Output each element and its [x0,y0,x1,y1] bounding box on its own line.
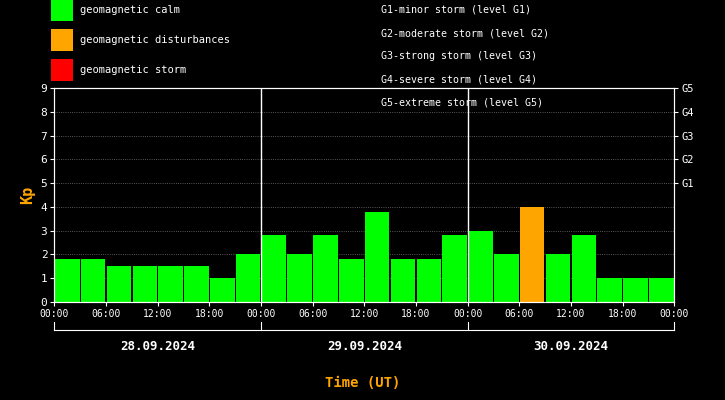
Text: G5-extreme storm (level G5): G5-extreme storm (level G5) [381,98,542,108]
Bar [262,236,286,302]
Text: geomagnetic storm: geomagnetic storm [80,65,186,75]
Bar [107,266,131,302]
Bar [288,254,312,302]
Text: G4-severe storm (level G4): G4-severe storm (level G4) [381,74,536,85]
Bar [494,254,518,302]
Bar [81,259,105,302]
Bar [417,259,441,302]
Text: geomagnetic disturbances: geomagnetic disturbances [80,35,230,45]
Bar [313,236,338,302]
Bar [468,231,493,302]
Bar [339,259,364,302]
Text: Time (UT): Time (UT) [325,376,400,390]
Bar [597,278,622,302]
Bar [624,278,647,302]
Bar [236,254,260,302]
Text: geomagnetic calm: geomagnetic calm [80,5,180,15]
Text: 28.09.2024: 28.09.2024 [120,340,195,352]
Bar [520,207,544,302]
Text: G1-minor storm (level G1): G1-minor storm (level G1) [381,5,531,15]
Bar [546,254,571,302]
Y-axis label: Kp: Kp [20,186,35,204]
Bar [571,236,596,302]
Text: G2-moderate storm (level G2): G2-moderate storm (level G2) [381,28,549,38]
Bar [391,259,415,302]
Bar [158,266,183,302]
Bar [649,278,674,302]
Text: 29.09.2024: 29.09.2024 [327,340,402,352]
Bar [210,278,234,302]
Bar [133,266,157,302]
Bar [55,259,80,302]
Bar [442,236,467,302]
Text: G3-strong storm (level G3): G3-strong storm (level G3) [381,51,536,61]
Text: 30.09.2024: 30.09.2024 [534,340,608,352]
Bar [184,266,209,302]
Bar [365,212,389,302]
